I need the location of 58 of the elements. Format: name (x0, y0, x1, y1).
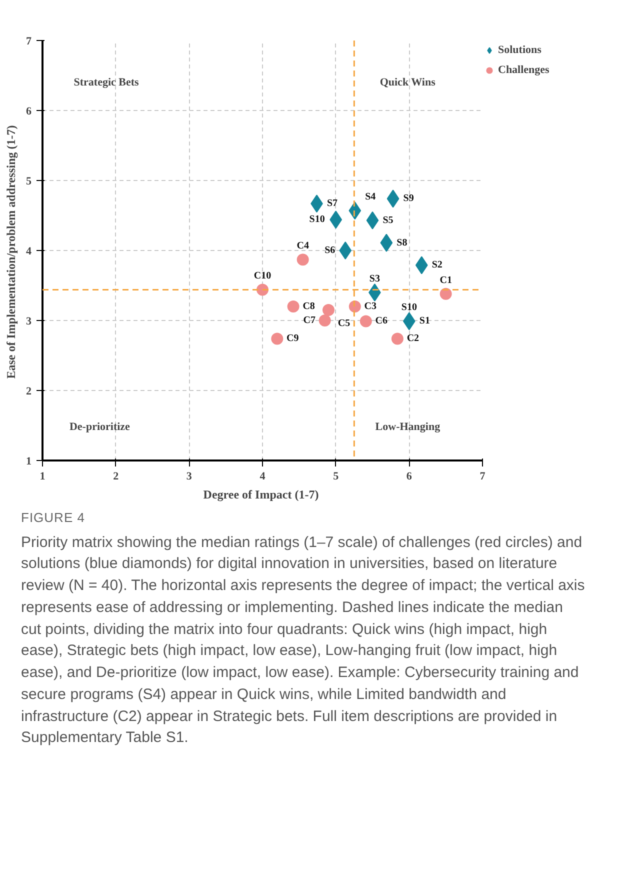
annotation: S1 (419, 316, 430, 327)
y-tick-label: 5 (26, 176, 32, 188)
point (415, 256, 428, 274)
annotation: S6 (324, 245, 336, 256)
annotation: Strategic Bets (74, 76, 140, 88)
annotation: C3 (364, 301, 377, 312)
point (360, 315, 372, 328)
x-tick-label: 2 (113, 470, 120, 482)
point (380, 234, 393, 252)
point (287, 300, 300, 312)
y-tick-label: 7 (26, 36, 32, 48)
y-tick-label: 2 (26, 386, 32, 398)
annotation: C9 (286, 333, 299, 344)
text: Priority matrix showing the median ratings (1–7 scale) of challenges (red circles) and solutions (blue diamonds) for digital innovation in universities, based on literature review (N = 40). The horizontal axis represents the degree of impact; the vertical axis represents ease of addressing or implementing. Dashed lines indicate the median cut points, dividing the matrix into four quadrants: Quick wins (high impact, high ease), Strategic bets (high impact, low ease), Low-hanging fruit (low impact, high ease), and De-prioritize (low impact, low ease). Example: Cybersecurity training and secure programs (S4) appear in Quick wins, while Limited bandwidth and infrastructure (C2) appear in Strategic bets. Full item descriptions are provided in Supplementary Table S1. (21, 534, 585, 746)
annotation: C1 (440, 274, 452, 286)
y-tick-label: 4 (26, 246, 32, 258)
point (271, 332, 284, 345)
annotation: C10 (254, 270, 272, 282)
y-axis-title: Ease of Implementation/problem addressing (1-7) (4, 125, 18, 379)
annotation: De-prioritize (69, 420, 130, 433)
x-tick-label: 3 (186, 470, 192, 482)
annotation: C4 (296, 240, 309, 252)
annotation: Low-Hanging (375, 420, 441, 433)
annotation: S5 (382, 214, 394, 226)
y-tick-label: 3 (26, 316, 32, 328)
annotation: S4 (365, 192, 376, 203)
text: FIGURE 4 (21, 509, 86, 527)
point (339, 242, 352, 260)
annotation: C2 (406, 333, 420, 344)
annotation: S9 (403, 193, 414, 204)
annotation: S8 (396, 237, 408, 248)
point (386, 190, 400, 208)
point (322, 304, 334, 316)
annotation: S10 (309, 214, 325, 226)
legend-label: Solutions (498, 44, 542, 56)
point (391, 332, 404, 345)
annotation: C8 (302, 301, 315, 312)
annotation: S10 (401, 302, 417, 314)
annotation: S3 (369, 274, 380, 284)
point (440, 288, 452, 300)
y-tick-label: 6 (26, 106, 32, 118)
annotation: S7 (326, 198, 338, 210)
x-tick-label: 1 (40, 470, 46, 482)
x-tick-label: 7 (480, 470, 486, 482)
x-tick-label: 4 (260, 470, 266, 482)
point (318, 314, 331, 326)
annotation: C7 (303, 315, 316, 326)
x-tick-label: 5 (333, 470, 340, 482)
annotation: S2 (432, 260, 442, 271)
annotation: C5 (338, 318, 350, 329)
legend-label: Challenges (498, 64, 550, 76)
annotation: Quick Wins (380, 76, 436, 88)
point (366, 211, 379, 230)
x-tick-label: 6 (406, 470, 412, 482)
point (296, 254, 309, 266)
y-tick-label: 1 (26, 456, 32, 468)
x-axis-title: Degree of Impact (1-7) (203, 488, 319, 502)
annotation: C6 (375, 316, 388, 327)
